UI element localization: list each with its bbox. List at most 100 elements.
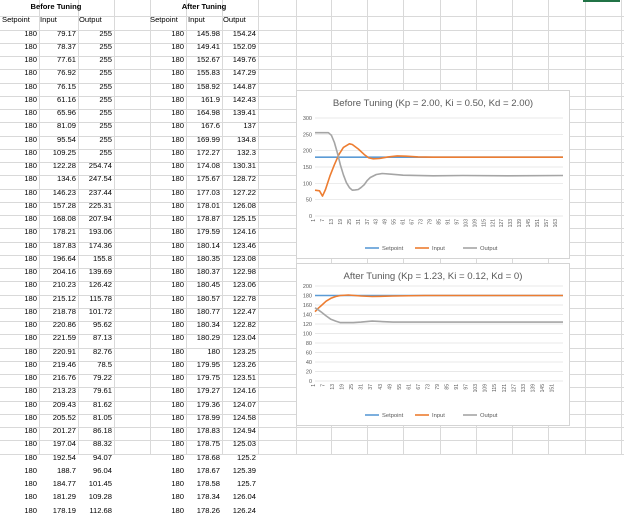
- table-cell-setpoint[interactable]: 180: [24, 108, 37, 117]
- table-cell-input[interactable]: 174.08: [196, 161, 220, 170]
- table-cell-output[interactable]: 123.06: [232, 280, 256, 290]
- table-cell-output[interactable]: 126.08: [232, 200, 256, 210]
- table-cell-output[interactable]: 109.28: [88, 492, 112, 502]
- table-cell-output[interactable]: 123.08: [232, 253, 256, 263]
- table-cell-setpoint[interactable]: 180: [24, 147, 37, 157]
- table-cell-setpoint[interactable]: 180: [171, 412, 184, 422]
- table-cell-setpoint[interactable]: 180: [24, 55, 37, 64]
- table-cell-setpoint[interactable]: 180: [171, 94, 184, 104]
- table-cell-input[interactable]: 180: [207, 346, 220, 356]
- table-cell-input[interactable]: 178.01: [196, 200, 220, 210]
- header-input-after[interactable]: Input: [188, 15, 205, 25]
- table-cell-input[interactable]: 122.28: [52, 161, 76, 170]
- table-cell-output[interactable]: 155.8: [92, 253, 112, 263]
- table-cell-input[interactable]: 178.83: [196, 426, 220, 435]
- table-cell-output[interactable]: 127.22: [232, 187, 256, 197]
- table-cell-setpoint[interactable]: 180: [24, 280, 37, 290]
- table-cell-input[interactable]: 179.95: [196, 359, 220, 369]
- table-cell-input[interactable]: 134.6: [56, 174, 76, 184]
- table-cell-input[interactable]: 178.87: [196, 214, 220, 223]
- table-cell-output[interactable]: 130.31: [232, 161, 256, 170]
- table-cell-setpoint[interactable]: 180: [24, 333, 37, 343]
- table-cell-input[interactable]: 76.92: [56, 68, 76, 78]
- table-cell-output[interactable]: 123.51: [232, 373, 256, 382]
- table-cell-output[interactable]: 82.76: [92, 346, 112, 356]
- table-cell-output[interactable]: 174.36: [88, 240, 112, 250]
- table-cell-setpoint[interactable]: 180: [24, 465, 37, 475]
- table-cell-setpoint[interactable]: 180: [24, 359, 37, 369]
- table-cell-input[interactable]: 157.28: [52, 200, 76, 210]
- table-cell-setpoint[interactable]: 180: [171, 147, 184, 157]
- table-cell-input[interactable]: 218.78: [52, 306, 76, 316]
- table-cell-input[interactable]: 145.98: [196, 28, 220, 38]
- table-cell-input[interactable]: 164.98: [196, 108, 220, 117]
- table-cell-setpoint[interactable]: 180: [171, 214, 184, 223]
- table-cell-output[interactable]: 86.18: [92, 426, 112, 435]
- before-tuning-title[interactable]: Before Tuning: [30, 2, 82, 11]
- table-cell-output[interactable]: 132.3: [236, 147, 256, 157]
- table-cell-input[interactable]: 180.37: [196, 267, 220, 276]
- header-setpoint-before[interactable]: Setpoint: [2, 15, 30, 25]
- table-cell-input[interactable]: 61.16: [56, 94, 76, 104]
- table-cell-input[interactable]: 180.45: [196, 280, 220, 290]
- table-cell-setpoint[interactable]: 180: [171, 479, 184, 488]
- table-cell-setpoint[interactable]: 180: [171, 68, 184, 78]
- table-cell-setpoint[interactable]: 180: [24, 200, 37, 210]
- table-cell-setpoint[interactable]: 180: [171, 253, 184, 263]
- table-cell-setpoint[interactable]: 180: [24, 134, 37, 144]
- table-cell-output[interactable]: 124.16: [232, 227, 256, 237]
- table-cell-output[interactable]: 123.04: [232, 333, 256, 343]
- table-cell-output[interactable]: 126.04: [232, 492, 256, 502]
- table-cell-setpoint[interactable]: 180: [24, 373, 37, 382]
- table-cell-output[interactable]: 94.07: [92, 452, 112, 462]
- table-cell-output[interactable]: 154.24: [232, 28, 256, 38]
- table-cell-setpoint[interactable]: 180: [171, 134, 184, 144]
- table-cell-input[interactable]: 152.67: [196, 55, 220, 64]
- table-cell-input[interactable]: 180.57: [196, 293, 220, 303]
- table-cell-setpoint[interactable]: 180: [171, 280, 184, 290]
- table-cell-input[interactable]: 184.77: [52, 479, 76, 488]
- table-cell-input[interactable]: 178.99: [196, 412, 220, 422]
- table-cell-output[interactable]: 124.94: [232, 426, 256, 435]
- table-cell-output[interactable]: 207.94: [88, 214, 112, 223]
- table-cell-setpoint[interactable]: 180: [171, 439, 184, 449]
- table-cell-setpoint[interactable]: 180: [171, 320, 184, 329]
- table-cell-output[interactable]: 152.09: [232, 41, 256, 51]
- table-cell-setpoint[interactable]: 180: [24, 386, 37, 396]
- table-cell-input[interactable]: 146.23: [52, 187, 76, 197]
- table-cell-input[interactable]: 172.27: [196, 147, 220, 157]
- table-cell-setpoint[interactable]: 180: [24, 161, 37, 170]
- table-cell-setpoint[interactable]: 180: [171, 108, 184, 117]
- table-cell-setpoint[interactable]: 180: [171, 187, 184, 197]
- table-cell-input[interactable]: 210.23: [52, 280, 76, 290]
- table-cell-input[interactable]: 178.21: [52, 227, 76, 237]
- table-cell-output[interactable]: 123.25: [232, 346, 256, 356]
- table-cell-input[interactable]: 216.76: [52, 373, 76, 382]
- header-output-before[interactable]: Output: [79, 15, 102, 25]
- table-cell-output[interactable]: 134.8: [236, 134, 256, 144]
- table-cell-setpoint[interactable]: 180: [171, 505, 184, 515]
- table-cell-output[interactable]: 255: [99, 41, 112, 51]
- table-cell-input[interactable]: 169.99: [196, 134, 220, 144]
- table-cell-input[interactable]: 192.54: [52, 452, 76, 462]
- table-cell-setpoint[interactable]: 180: [171, 161, 184, 170]
- table-cell-input[interactable]: 158.92: [196, 81, 220, 91]
- table-cell-input[interactable]: 109.25: [52, 147, 76, 157]
- table-cell-output[interactable]: 255: [99, 28, 112, 38]
- table-cell-setpoint[interactable]: 180: [24, 399, 37, 409]
- table-cell-input[interactable]: 149.41: [196, 41, 220, 51]
- table-cell-setpoint[interactable]: 180: [24, 253, 37, 263]
- table-cell-input[interactable]: 178.26: [196, 505, 220, 515]
- table-cell-input[interactable]: 155.83: [196, 68, 220, 78]
- table-cell-setpoint[interactable]: 180: [171, 227, 184, 237]
- table-cell-input[interactable]: 220.91: [52, 346, 76, 356]
- table-cell-input[interactable]: 180.35: [196, 253, 220, 263]
- table-cell-output[interactable]: 125.39: [232, 465, 256, 475]
- table-cell-input[interactable]: 81.09: [56, 121, 76, 131]
- table-cell-input[interactable]: 187.83: [52, 240, 76, 250]
- table-cell-input[interactable]: 79.17: [56, 28, 76, 38]
- table-cell-setpoint[interactable]: 180: [24, 306, 37, 316]
- table-cell-input[interactable]: 95.54: [56, 134, 76, 144]
- table-cell-input[interactable]: 179.59: [196, 227, 220, 237]
- table-cell-output[interactable]: 126.24: [232, 505, 256, 515]
